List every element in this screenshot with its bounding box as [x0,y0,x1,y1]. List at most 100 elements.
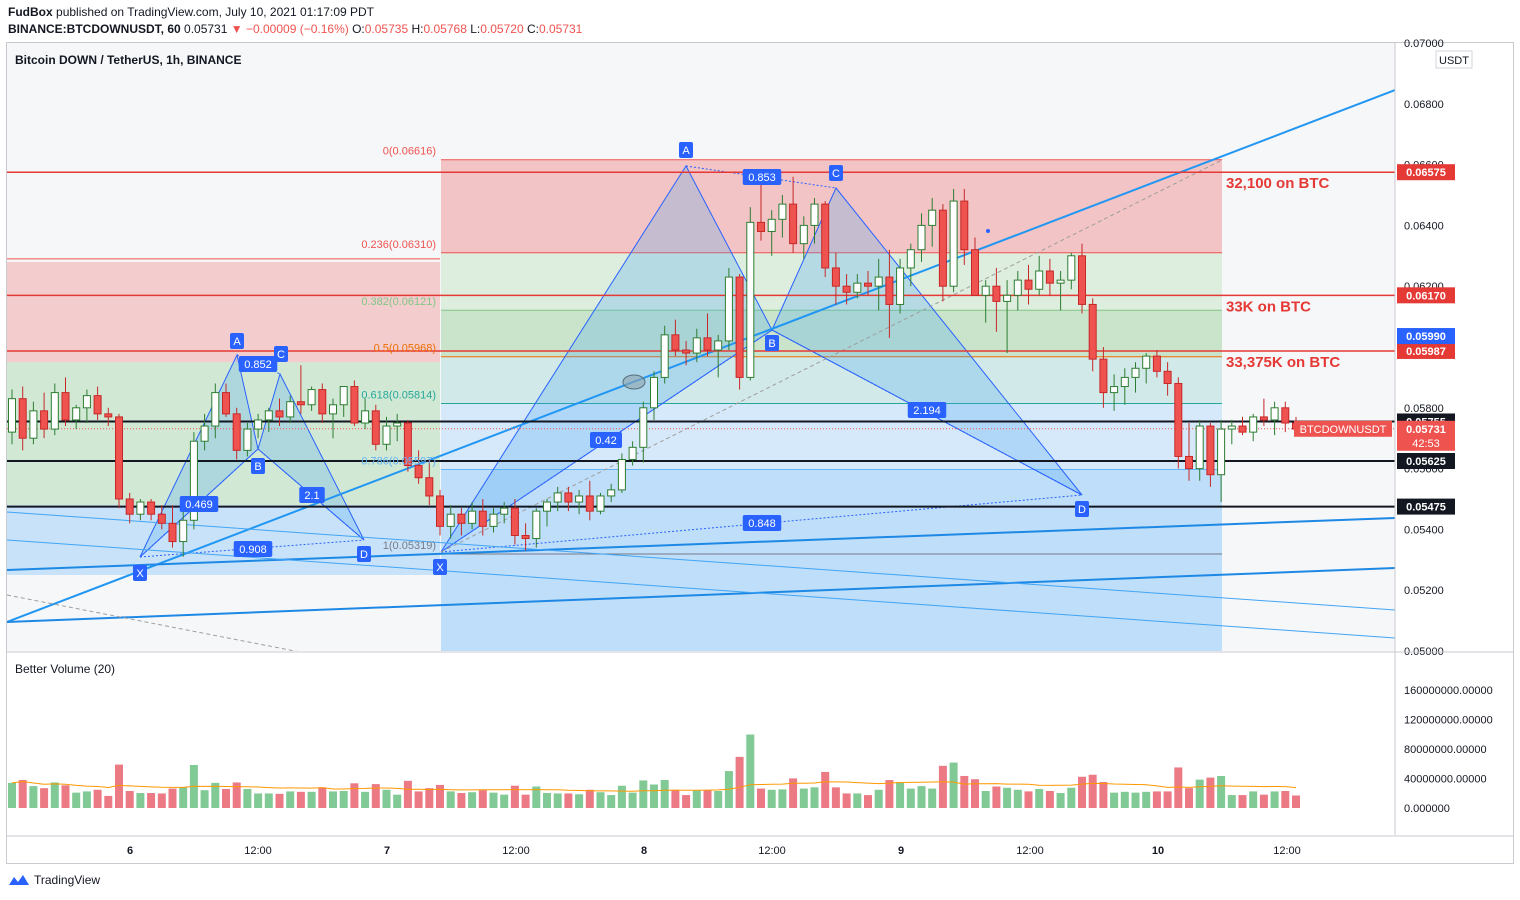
price-axis-label: 0.05200 [1404,585,1444,597]
candle-body [329,404,337,415]
volume-bar [1270,791,1279,808]
pattern1-point: A [233,336,241,348]
level-price-tag: 0.05987 [1406,346,1446,358]
volume-bar [1003,787,1012,808]
volume-bar [254,793,263,808]
volume-bar [1120,791,1129,808]
candle-body [93,395,102,415]
pattern2-point-box [433,559,447,575]
pattern2-ratio: 0.853 [748,172,776,184]
candle-body [40,410,49,430]
candle-body [639,407,648,448]
volume-bar [992,786,1001,808]
close-value: 0.05731 [538,22,583,36]
volume-bar [799,788,808,808]
pattern2-ratio-box [590,432,622,448]
pattern2-point: X [436,562,444,574]
price-axis-label: 0.05400 [1404,524,1444,536]
volume-bar [125,791,134,808]
marker-dot [986,229,990,233]
volume-bar [628,792,637,808]
currency-tag-box[interactable] [1435,50,1473,69]
candle-body [1227,425,1236,430]
candle-body [607,489,616,497]
candle-body [767,218,776,232]
candle-body [147,501,156,515]
volume-bar [853,793,862,808]
candle-body [403,422,412,467]
candle-body [671,334,680,351]
candle-body [264,410,273,421]
candle-body [8,398,16,433]
volume-bar [639,780,648,808]
volume-bar [1292,795,1300,808]
candle-body [917,224,926,251]
volume-bar [136,793,145,808]
volume-bar [617,785,626,808]
volume-bar [746,734,755,808]
pattern2-ratio-box [907,402,947,418]
candle-body [628,446,637,460]
volume-bar [147,793,156,808]
old-fib-zone [7,362,440,506]
price-axis-label: 0.05800 [1404,403,1444,415]
volume-bar [949,762,958,808]
volume-bar [468,792,477,808]
time-axis-label: 10 [1152,845,1164,857]
author-name[interactable]: FudBox [8,5,53,19]
volume-bar [971,779,979,808]
current-price-countdown: 42:53 [1412,438,1440,450]
volume-bar [1045,791,1054,808]
pattern1-ratio: 0.908 [239,544,267,556]
level-note: 33K on BTC [1226,298,1311,315]
pattern2-point-box [829,165,843,181]
candle-body [254,419,263,430]
candle-body [296,401,305,406]
pattern2-point: D [1078,504,1086,516]
candle-body [136,501,145,515]
volume-bar [1099,782,1108,808]
highlight-ellipse [622,374,646,390]
close-label: C: [526,22,539,36]
volume-bar [671,790,680,808]
volume-bar [168,788,177,808]
trendline-lower [7,567,1395,623]
down-arrow-icon: ▼ [230,22,243,36]
price-axis-label: 0.06800 [1404,99,1444,111]
level-price-tag-box [1397,287,1455,304]
volume-axis-label: 160000000.00000 [1404,685,1493,697]
candle-body [425,477,434,497]
candle-body [286,401,295,418]
candle-body [992,285,1001,302]
pattern2-point-box [1075,501,1089,517]
candle-body [1035,270,1044,290]
fib-zone [441,252,1222,311]
volume-bar [660,780,669,808]
pattern2-point: A [682,145,690,157]
candle-body [275,410,284,418]
volume-bar [1174,767,1183,808]
symbol-name: BINANCE:BTCDOWNUSDT, 60 [8,22,181,36]
volume-bar [564,793,573,808]
candle-body [318,389,327,415]
volume-bar [104,795,113,808]
candle-body [222,392,230,415]
candle-body [1238,425,1247,433]
fib-zone [441,403,1222,470]
volume-bar [286,791,295,808]
tradingview-footer[interactable]: TradingView [8,873,100,887]
volume-bar [350,783,359,808]
candle-body [831,267,840,287]
volume-axis-label: 80000000.00000 [1404,744,1487,756]
candle-body [596,495,605,512]
time-axis-label: 6 [127,845,133,857]
trendline-main [7,89,1395,623]
fib-label: 0(0.06616) [383,146,436,158]
candle-body [1259,416,1268,421]
volume-bar [393,794,402,808]
extra-price-tag-box [1397,328,1455,345]
volume-bar [489,792,498,808]
volume-bar [414,791,423,808]
candle-body [489,513,498,527]
